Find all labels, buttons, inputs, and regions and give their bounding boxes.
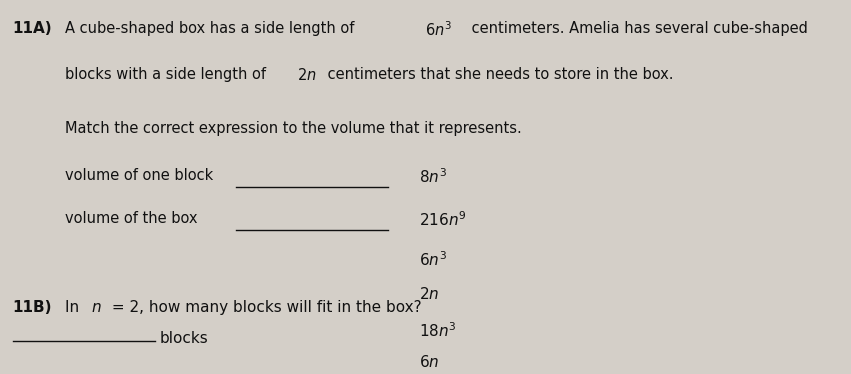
Text: Match the correct expression to the volume that it represents.: Match the correct expression to the volu… [66, 121, 523, 136]
Text: $n$: $n$ [90, 300, 101, 315]
Text: volume of one block: volume of one block [66, 168, 214, 183]
Text: 11B): 11B) [13, 300, 52, 315]
Text: = 2, how many blocks will fit in the box?: = 2, how many blocks will fit in the box… [106, 300, 421, 315]
Text: A cube-shaped box has a side length of: A cube-shaped box has a side length of [66, 21, 359, 36]
Text: $18n^3$: $18n^3$ [419, 322, 456, 340]
Text: $6n$: $6n$ [419, 354, 439, 370]
Text: $216n^9$: $216n^9$ [419, 211, 466, 229]
Text: $2n$: $2n$ [296, 67, 317, 83]
Text: centimeters that she needs to store in the box.: centimeters that she needs to store in t… [323, 67, 674, 82]
Text: $6n^3$: $6n^3$ [419, 250, 447, 269]
Text: volume of the box: volume of the box [66, 211, 197, 226]
Text: 11A): 11A) [13, 21, 52, 36]
Text: $6n^3$: $6n^3$ [425, 21, 452, 39]
Text: $2n$: $2n$ [419, 286, 439, 302]
Text: blocks with a side length of: blocks with a side length of [66, 67, 271, 82]
Text: centimeters. Amelia has several cube-shaped: centimeters. Amelia has several cube-sha… [466, 21, 808, 36]
Text: In: In [66, 300, 84, 315]
Text: blocks: blocks [159, 331, 208, 346]
Text: $8n^3$: $8n^3$ [419, 168, 447, 186]
